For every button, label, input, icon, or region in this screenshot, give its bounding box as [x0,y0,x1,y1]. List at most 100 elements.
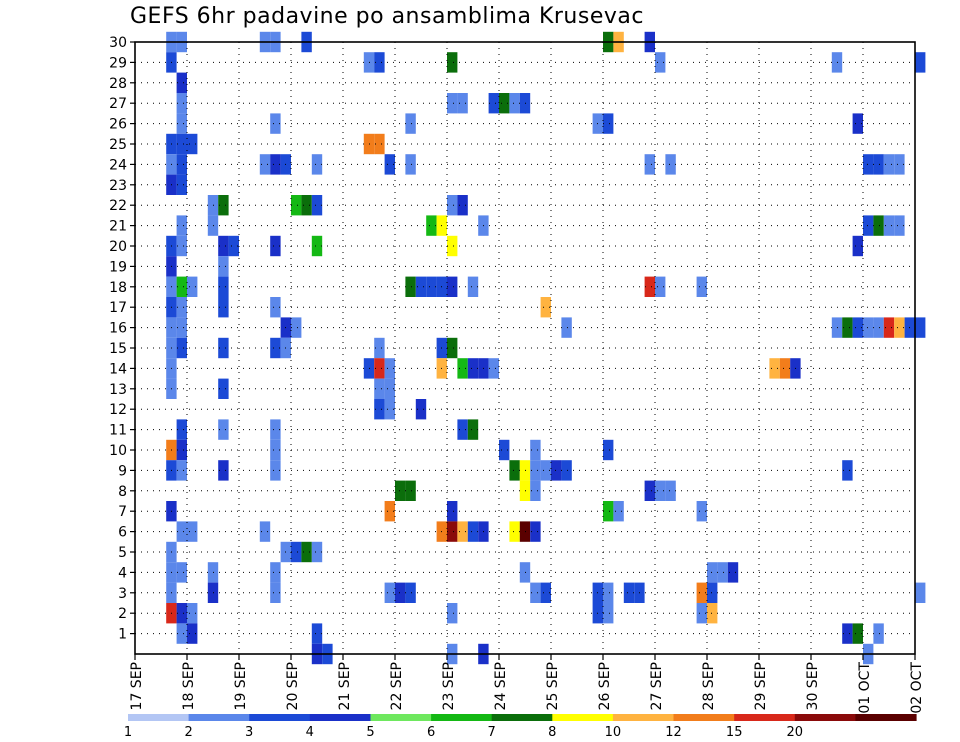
y-tick-label: 22 [109,198,127,214]
heatmap-cell [187,623,198,644]
heatmap-cell [915,582,926,603]
heatmap-cell [447,501,458,522]
heatmap-cell [561,460,572,481]
heatmap-cell [270,419,281,440]
heatmap-cell [374,378,385,399]
heatmap-cell [863,317,874,338]
heatmap-cell [613,501,624,522]
heatmap-cell [457,93,468,114]
y-tick-label: 3 [118,586,127,602]
heatmap-cell [842,317,853,338]
colorbar-segment [491,714,553,721]
heatmap-cell [270,154,281,175]
heatmap-cell [665,154,676,175]
y-tick-label: 18 [109,280,127,296]
heatmap-cell [883,215,895,236]
heatmap-cell [696,276,707,297]
heatmap-cell [187,603,198,624]
y-tick-label: 27 [109,96,127,112]
heatmap-cell [374,337,385,359]
heatmap-cell [176,113,187,134]
x-tick-label: 27 SEP [649,662,665,710]
colorbar-segment [249,714,311,721]
heatmap-cell [467,521,479,542]
x-tick-label: 30 SEP [805,662,821,710]
heatmap-cell [540,582,551,603]
heatmap-cell [644,154,655,175]
heatmap-cell [852,317,863,338]
heatmap-cell [873,215,884,236]
heatmap-cell [530,521,541,542]
heatmap-cell [218,256,229,277]
heatmap-cell [696,582,707,603]
heatmap-cell [707,582,718,603]
heatmap-cell [915,317,926,338]
heatmap-cell [447,337,458,359]
heatmap-cell [291,541,302,563]
colorbar-segment [552,714,614,721]
heatmap-cell [707,562,718,583]
heatmap-cell [218,195,229,216]
colorbar-label: 15 [726,725,743,740]
heatmap-cell [270,113,281,134]
heatmap-cell [603,603,614,624]
x-tick-label: 29 SEP [753,662,769,710]
heatmap-cell [270,235,281,257]
heatmap-cell [291,317,302,338]
y-tick-label: 19 [109,259,127,275]
heatmap-cell [894,215,905,236]
heatmap-cell [218,297,229,318]
heatmap-cell [176,419,187,440]
heatmap-cell [176,93,187,114]
heatmap-cell [447,276,458,297]
colorbar-segment [673,714,735,721]
heatmap-cell [717,562,728,583]
heatmap-cell [488,358,499,379]
y-tick-label: 29 [109,55,127,71]
heatmap-cell [467,276,479,297]
heatmap-cell [270,297,281,318]
y-tick-label: 10 [109,443,127,459]
y-tick-label: 16 [109,321,127,337]
y-tick-label: 11 [109,423,127,439]
heatmap-cell [852,113,863,134]
heatmap-cell [457,195,468,216]
heatmap-cell [561,317,572,338]
heatmap-cell [894,317,905,338]
heatmap-cell [176,174,187,195]
colorbar-segment [431,714,493,721]
colorbar-segment [309,714,371,721]
heatmap-cell [551,460,562,481]
heatmap-cell [395,480,406,501]
x-tick-label: 18 SEP [181,662,197,710]
heatmap-cell [176,215,187,236]
heatmap-cell [176,276,187,297]
colorbar-segment [612,714,675,721]
heatmap-cell [218,378,229,399]
heatmap-cell [769,358,780,379]
heatmap-cell [457,419,468,440]
heatmap-cell [530,582,541,603]
heatmap-cell [707,603,718,624]
heatmap-cell [530,439,541,461]
heatmap-cell [852,623,863,644]
heatmap-cell [426,276,437,297]
heatmap-cell [644,480,655,501]
y-tick-label: 7 [118,504,127,520]
heatmap-cell [863,215,874,236]
y-tick-label: 5 [118,545,127,561]
y-tick-label: 17 [109,300,127,316]
y-tick-label: 2 [118,606,127,622]
heatmap-cell [530,480,541,501]
heatmap-cell [852,235,863,257]
heatmap-cell [176,562,187,583]
heatmap-cell [176,521,187,542]
heatmap-cell [218,419,229,440]
heatmap-cell [384,399,395,420]
heatmap-cell [665,480,676,501]
heatmap-cell [176,235,187,257]
x-tick-label: 17 SEP [129,662,145,710]
x-tick-label: 22 SEP [389,662,405,710]
heatmap-cell [467,358,479,379]
